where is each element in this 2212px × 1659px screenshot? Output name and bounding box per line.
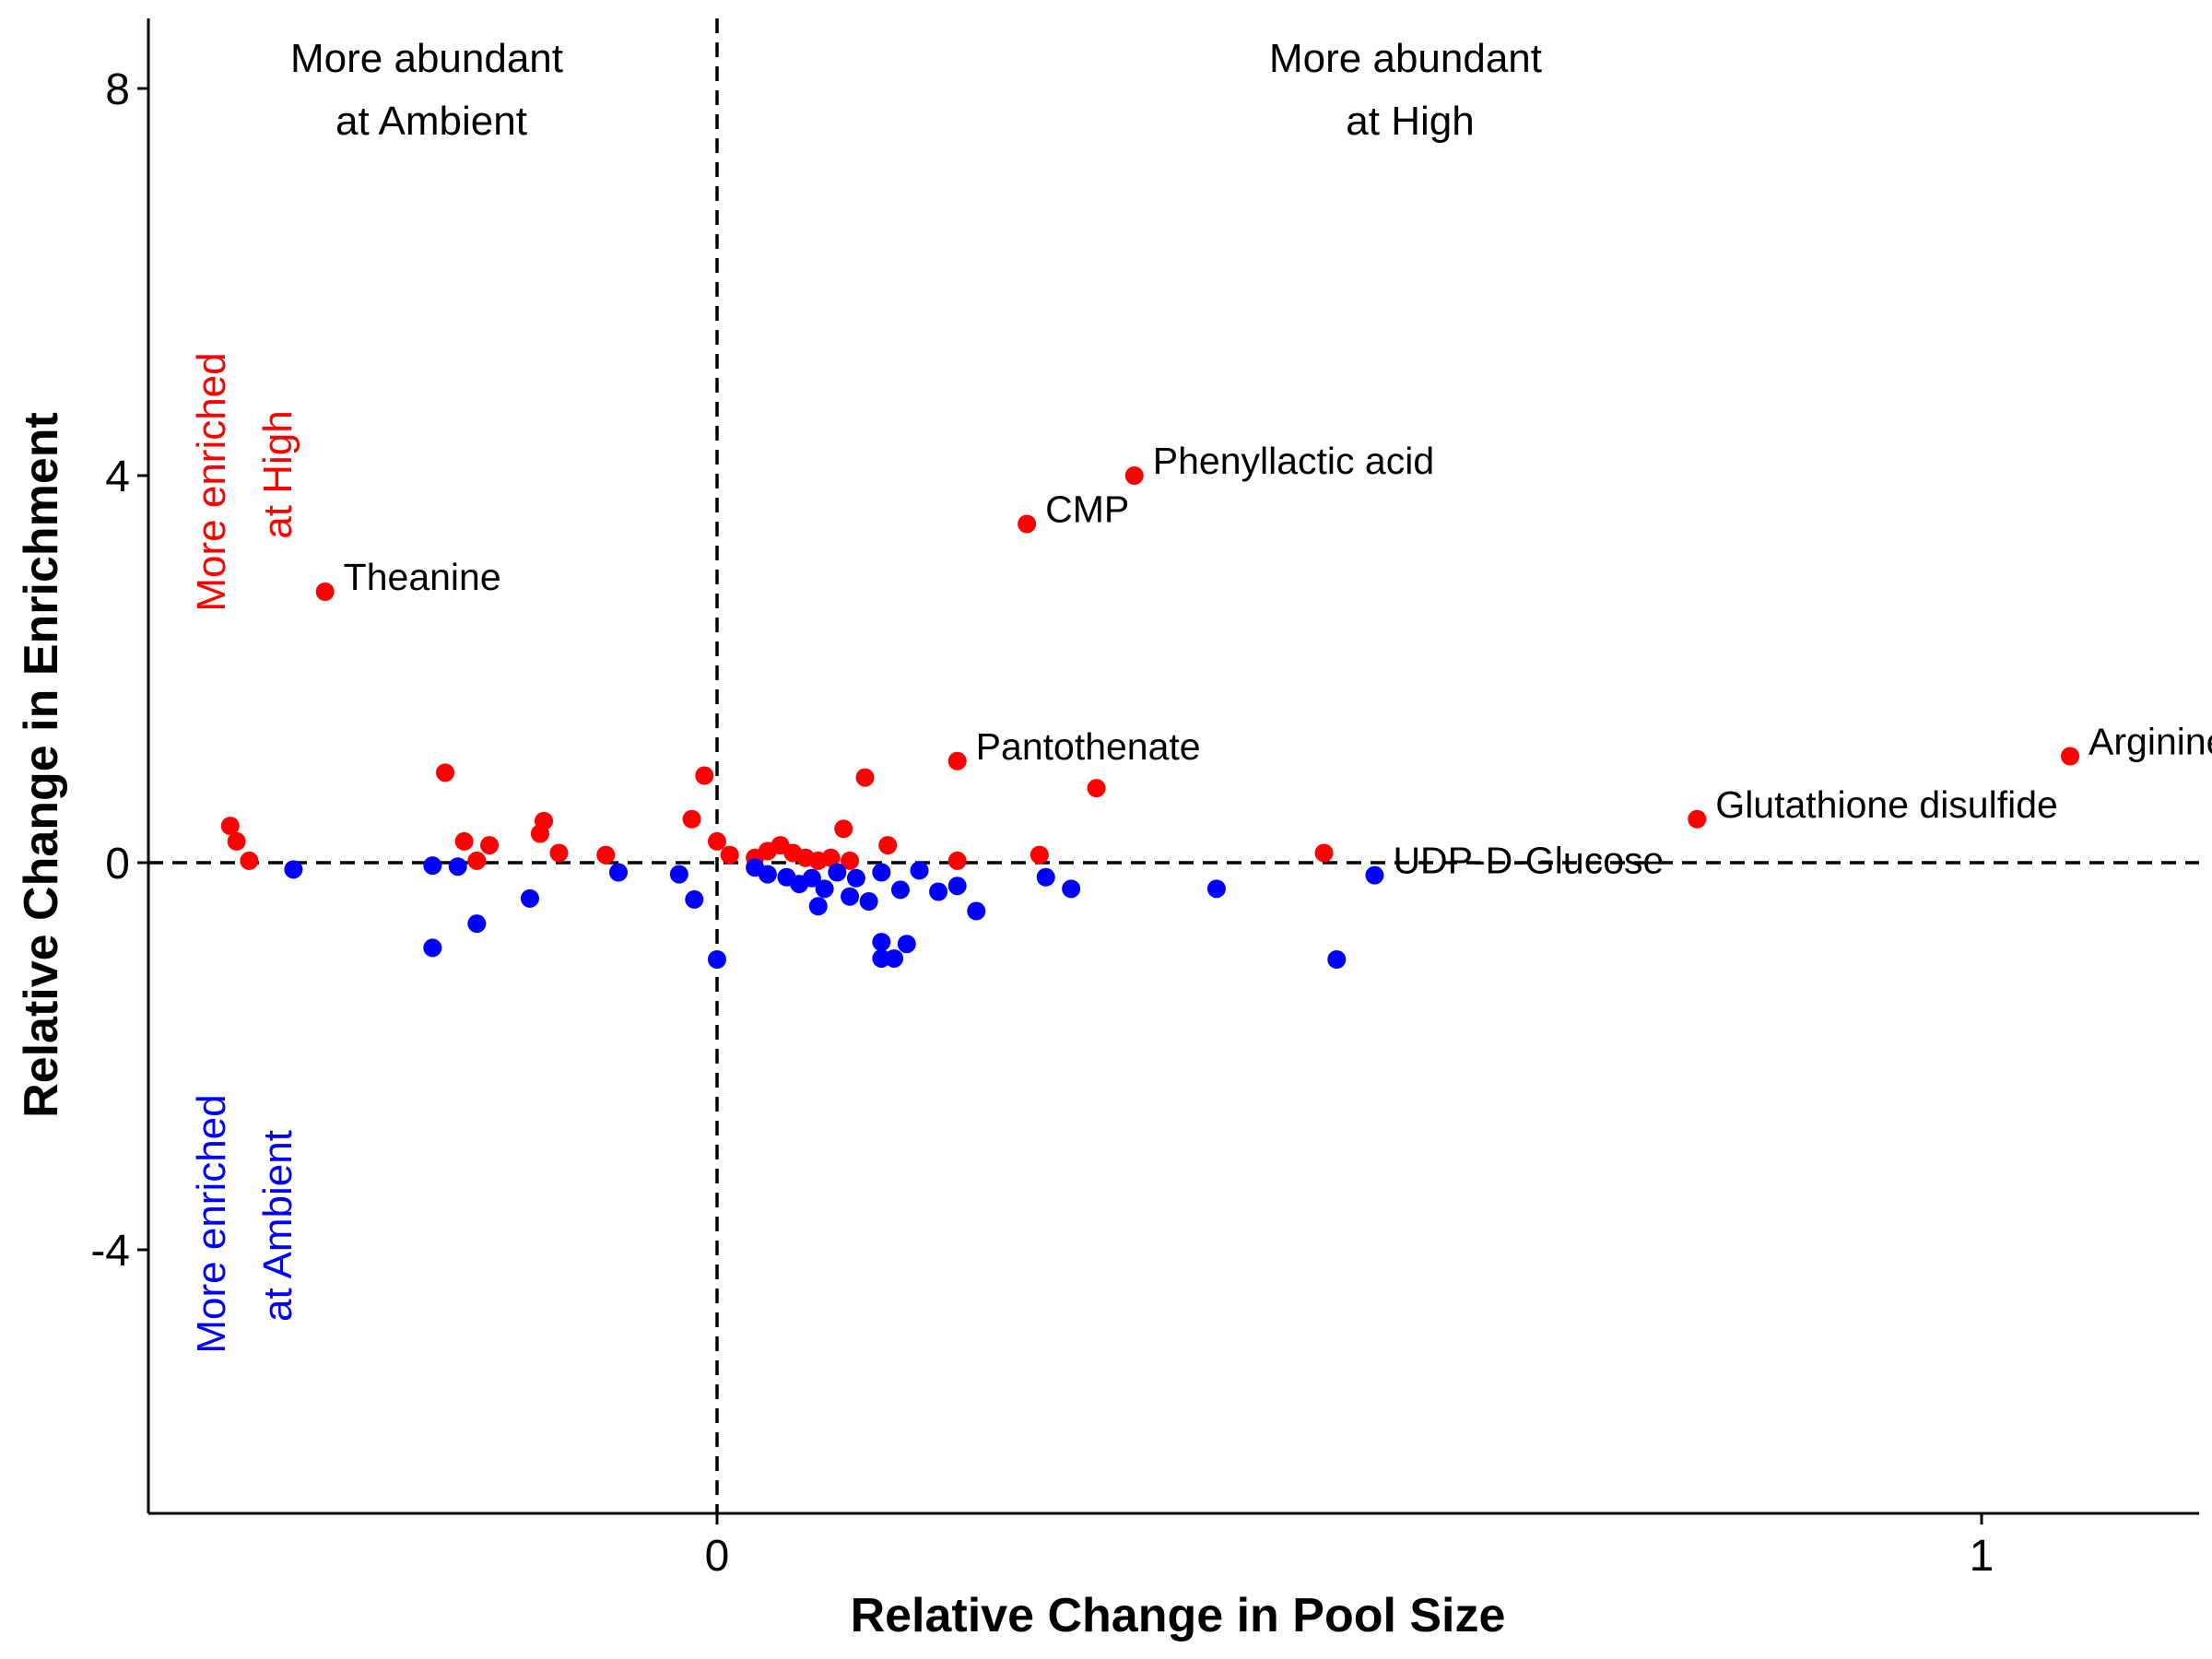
data-point: [549, 843, 569, 863]
y-tick-label: 0: [105, 840, 130, 888]
data-point: [1124, 466, 1144, 485]
data-point: [1314, 843, 1334, 863]
data-point: [929, 882, 948, 901]
data-point: [947, 851, 967, 870]
data-point: [855, 768, 875, 787]
data-point: [480, 836, 500, 855]
data-point: [695, 766, 714, 785]
data-point: [240, 851, 259, 870]
data-point: [669, 865, 688, 884]
data-point: [423, 856, 442, 876]
annotation-left-upper-line1: More enriched: [189, 352, 234, 611]
point-label: Phenyllactic acid: [1153, 440, 1434, 482]
data-point: [841, 887, 860, 906]
data-point: [520, 888, 539, 908]
data-point: [878, 836, 898, 855]
data-point: [834, 819, 853, 839]
data-point: [897, 935, 916, 954]
data-point: [608, 863, 628, 882]
data-point: [841, 851, 860, 870]
data-point: [284, 860, 303, 879]
data-point: [758, 865, 777, 884]
data-point: [1365, 865, 1384, 885]
data-point: [1087, 779, 1106, 798]
annotation-top-left-line1: More abundant: [290, 36, 563, 81]
y-tick-label: 4: [105, 453, 130, 501]
x-tick-label: 1: [1970, 1532, 1994, 1581]
data-point: [885, 948, 904, 968]
annotation-left-lower-line1: More enriched: [189, 1094, 234, 1353]
data-point: [967, 901, 986, 921]
data-point: [815, 879, 834, 899]
point-label: Arginine-Glutamine: [2088, 721, 2212, 763]
data-points: [220, 466, 2080, 969]
data-point: [910, 861, 929, 880]
data-point: [872, 863, 891, 882]
data-point: [530, 824, 549, 843]
data-point: [1327, 950, 1347, 969]
data-point: [708, 950, 726, 969]
data-point: [448, 857, 467, 877]
data-point: [227, 831, 246, 851]
data-point: [454, 831, 474, 851]
data-point: [220, 817, 240, 836]
data-point: [423, 938, 442, 958]
data-point: [1062, 879, 1081, 899]
data-point: [828, 863, 847, 882]
data-point: [890, 880, 910, 900]
annotation-left-lower-line2: at Ambient: [255, 1130, 300, 1322]
data-point: [467, 851, 487, 870]
data-point: [947, 877, 967, 896]
data-point: [859, 892, 878, 911]
data-point: [1018, 514, 1037, 534]
point-label: Glutathione disulfide: [1715, 783, 2058, 826]
data-point: [720, 845, 739, 865]
data-point: [802, 868, 821, 888]
annotation-top-right-line1: More abundant: [1269, 36, 1542, 81]
data-point: [821, 848, 841, 867]
data-point: [596, 845, 616, 865]
data-point: [808, 897, 828, 916]
data-point: [872, 948, 891, 968]
annotation-top-right-line2: at High: [1346, 99, 1474, 144]
data-point: [436, 763, 455, 782]
data-point: [315, 582, 335, 601]
data-point: [2061, 747, 2080, 766]
data-point: [947, 751, 967, 771]
data-point: [1206, 879, 1226, 899]
data-point: [846, 868, 865, 888]
x-axis-title: Relative Change in Pool Size: [851, 1589, 1506, 1642]
data-point: [872, 933, 891, 952]
data-point: [682, 809, 701, 829]
reference-lines: [148, 18, 2199, 1513]
point-label: CMP: [1045, 488, 1129, 531]
point-label: UDP-D-Glucose: [1393, 840, 1664, 882]
point-label: Theanine: [344, 556, 501, 598]
annotation-left-upper-line2: at High: [255, 410, 300, 538]
data-point: [1030, 845, 1049, 865]
point-labels: Phenyllactic acid CMP Theanine Pantothenate…: [344, 440, 2212, 882]
point-label: Pantothenate: [976, 725, 1201, 768]
data-point: [708, 831, 726, 851]
data-point: [467, 914, 487, 934]
data-point: [685, 889, 704, 909]
data-point: [1688, 809, 1707, 829]
y-axis-title: Relative Change in Enrichment: [15, 412, 68, 1118]
x-tick-label: 0: [705, 1532, 730, 1581]
data-point: [1036, 867, 1055, 887]
y-tick-label: -4: [90, 1227, 130, 1276]
axes: [147, 18, 2199, 1515]
y-tick-label: 8: [105, 65, 130, 114]
annotation-top-left-line2: at Ambient: [335, 99, 527, 144]
